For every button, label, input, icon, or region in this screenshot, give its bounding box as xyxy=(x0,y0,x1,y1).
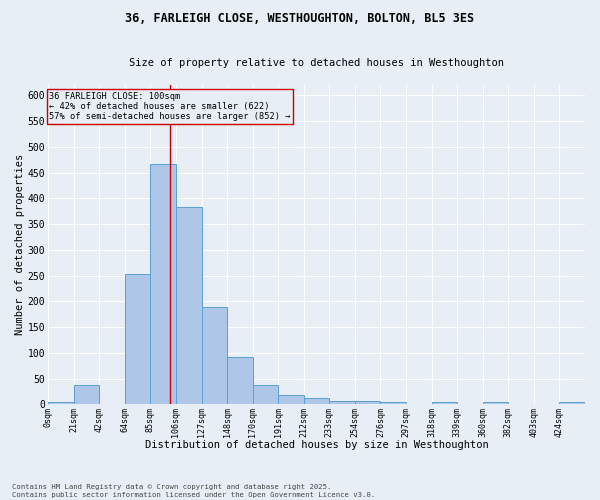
Text: Contains HM Land Registry data © Crown copyright and database right 2025.
Contai: Contains HM Land Registry data © Crown c… xyxy=(12,484,375,498)
Text: 36 FARLEIGH CLOSE: 100sqm
← 42% of detached houses are smaller (622)
57% of semi: 36 FARLEIGH CLOSE: 100sqm ← 42% of detac… xyxy=(49,92,291,122)
Bar xyxy=(151,164,176,404)
Text: 36, FARLEIGH CLOSE, WESTHOUGHTON, BOLTON, BL5 3ES: 36, FARLEIGH CLOSE, WESTHOUGHTON, BOLTON… xyxy=(125,12,475,26)
Bar xyxy=(329,402,355,404)
Bar xyxy=(559,402,585,404)
X-axis label: Distribution of detached houses by size in Westhoughton: Distribution of detached houses by size … xyxy=(145,440,488,450)
Bar xyxy=(431,402,457,404)
Bar xyxy=(227,356,253,405)
Bar xyxy=(125,274,151,404)
Bar xyxy=(74,386,100,404)
Bar xyxy=(278,394,304,404)
Bar xyxy=(355,402,380,404)
Y-axis label: Number of detached properties: Number of detached properties xyxy=(15,154,25,336)
Bar xyxy=(176,207,202,404)
Title: Size of property relative to detached houses in Westhoughton: Size of property relative to detached ho… xyxy=(129,58,504,68)
Bar xyxy=(202,306,227,404)
Bar xyxy=(304,398,329,404)
Bar xyxy=(380,402,406,404)
Bar xyxy=(48,402,74,404)
Bar xyxy=(253,385,278,404)
Bar xyxy=(483,402,508,404)
